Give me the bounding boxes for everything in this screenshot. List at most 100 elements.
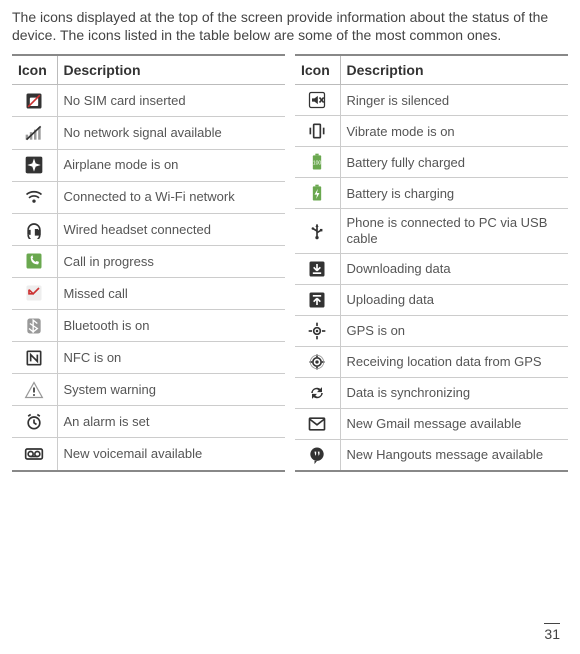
- icon-description: Uploading data: [340, 284, 568, 315]
- alarm-icon: [23, 411, 45, 433]
- alarm-icon-cell: [12, 406, 57, 438]
- vibrate-icon: [306, 120, 328, 142]
- wifi-icon: [23, 186, 45, 208]
- icon-description: Call in progress: [57, 245, 285, 277]
- icon-tables: Icon Description No SIM card insertedNo …: [12, 54, 568, 471]
- table-row: Connected to a Wi-Fi network: [12, 181, 285, 213]
- table-row: GPS is on: [295, 315, 568, 346]
- icon-description: No SIM card inserted: [57, 85, 285, 117]
- usb-icon: [306, 220, 328, 242]
- wifi-icon-cell: [12, 181, 57, 213]
- icon-description: Phone is connected to PC via USB cable: [340, 209, 568, 253]
- icon-description: Wired headset connected: [57, 213, 285, 245]
- col-header-icon: Icon: [12, 55, 57, 85]
- voicemail-icon: [23, 443, 45, 465]
- icon-description: Airplane mode is on: [57, 149, 285, 181]
- table-row: Receiving location data from GPS: [295, 346, 568, 377]
- table-row: New voicemail available: [12, 438, 285, 471]
- icon-description: Bluetooth is on: [57, 310, 285, 342]
- battery-charge-icon: [306, 182, 328, 204]
- table-row: Bluetooth is on: [12, 310, 285, 342]
- missed-call-icon: [23, 282, 45, 304]
- no-sim-icon-cell: [12, 85, 57, 117]
- svg-text:100: 100: [313, 161, 322, 167]
- icon-table-right: Icon Description Ringer is silencedVibra…: [295, 54, 568, 471]
- call-icon: [23, 250, 45, 272]
- missed-call-icon-cell: [12, 277, 57, 309]
- sync-icon: [306, 382, 328, 404]
- page-number: 31: [544, 623, 560, 642]
- table-row: No SIM card inserted: [12, 85, 285, 117]
- no-signal-icon: [23, 122, 45, 144]
- icon-description: Connected to a Wi-Fi network: [57, 181, 285, 213]
- nfc-icon-cell: [12, 342, 57, 374]
- table-row: Missed call: [12, 277, 285, 309]
- voicemail-icon-cell: [12, 438, 57, 471]
- table-row: NFC is on: [12, 342, 285, 374]
- table-row: Call in progress: [12, 245, 285, 277]
- ringer-silent-icon-cell: [295, 85, 340, 116]
- table-row: New Hangouts message available: [295, 439, 568, 471]
- icon-description: NFC is on: [57, 342, 285, 374]
- icon-description: Battery is charging: [340, 178, 568, 209]
- download-icon-cell: [295, 253, 340, 284]
- battery-charge-icon-cell: [295, 178, 340, 209]
- battery-full-icon-cell: 100: [295, 147, 340, 178]
- table-row: Airplane mode is on: [12, 149, 285, 181]
- gps-icon: [306, 320, 328, 342]
- icon-description: GPS is on: [340, 315, 568, 346]
- gps-icon-cell: [295, 315, 340, 346]
- icon-description: Vibrate mode is on: [340, 116, 568, 147]
- table-row: Phone is connected to PC via USB cable: [295, 209, 568, 253]
- warning-icon: [23, 379, 45, 401]
- table-row: An alarm is set: [12, 406, 285, 438]
- gmail-icon: [306, 413, 328, 435]
- airplane-icon: [23, 154, 45, 176]
- table-row: Uploading data: [295, 284, 568, 315]
- table-row: 100 Battery fully charged: [295, 147, 568, 178]
- icon-table-left: Icon Description No SIM card insertedNo …: [12, 54, 285, 471]
- icon-description: New voicemail available: [57, 438, 285, 471]
- icon-description: Downloading data: [340, 253, 568, 284]
- icon-description: Ringer is silenced: [340, 85, 568, 116]
- col-header-icon: Icon: [295, 55, 340, 85]
- icon-description: No network signal available: [57, 117, 285, 149]
- col-header-desc: Description: [340, 55, 568, 85]
- icon-description: System warning: [57, 374, 285, 406]
- nfc-icon: [23, 347, 45, 369]
- gmail-icon-cell: [295, 408, 340, 439]
- headset-icon: [23, 218, 45, 240]
- icon-description: New Gmail message available: [340, 408, 568, 439]
- table-row: No network signal available: [12, 117, 285, 149]
- warning-icon-cell: [12, 374, 57, 406]
- table-row: Battery is charging: [295, 178, 568, 209]
- table-row: System warning: [12, 374, 285, 406]
- table-row: Data is synchronizing: [295, 377, 568, 408]
- intro-text: The icons displayed at the top of the sc…: [12, 8, 568, 44]
- col-header-desc: Description: [57, 55, 285, 85]
- icon-description: Battery fully charged: [340, 147, 568, 178]
- icon-description: Missed call: [57, 277, 285, 309]
- gps-recv-icon: [306, 351, 328, 373]
- table-row: Ringer is silenced: [295, 85, 568, 116]
- hangouts-icon: [306, 444, 328, 466]
- icon-description: Receiving location data from GPS: [340, 346, 568, 377]
- headset-icon-cell: [12, 213, 57, 245]
- upload-icon-cell: [295, 284, 340, 315]
- icon-description: An alarm is set: [57, 406, 285, 438]
- hangouts-icon-cell: [295, 439, 340, 471]
- battery-full-icon: 100: [306, 151, 328, 173]
- usb-icon-cell: [295, 209, 340, 253]
- no-signal-icon-cell: [12, 117, 57, 149]
- table-row: Vibrate mode is on: [295, 116, 568, 147]
- icon-description: Data is synchronizing: [340, 377, 568, 408]
- icon-description: New Hangouts message available: [340, 439, 568, 471]
- upload-icon: [306, 289, 328, 311]
- ringer-silent-icon: [306, 89, 328, 111]
- call-icon-cell: [12, 245, 57, 277]
- bluetooth-icon: [23, 315, 45, 337]
- vibrate-icon-cell: [295, 116, 340, 147]
- table-row: New Gmail message available: [295, 408, 568, 439]
- no-sim-icon: [23, 90, 45, 112]
- airplane-icon-cell: [12, 149, 57, 181]
